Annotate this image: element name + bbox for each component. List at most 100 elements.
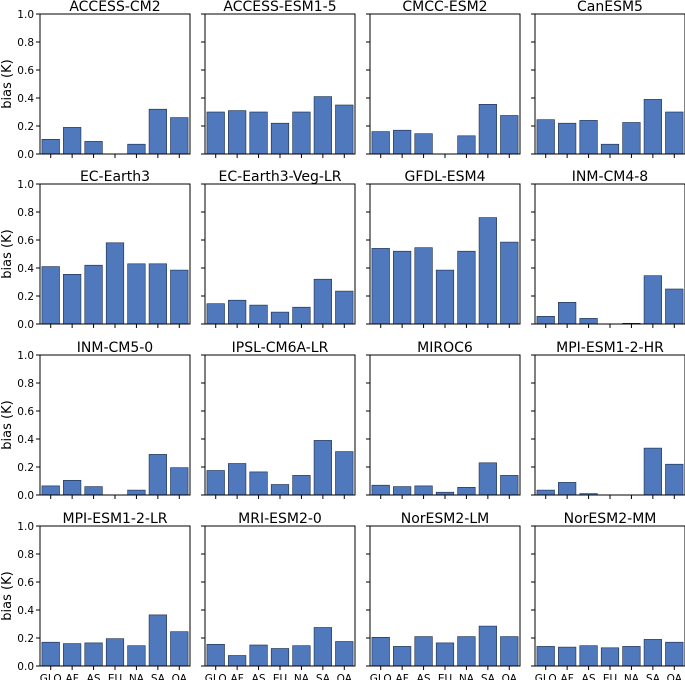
bar-AS	[84, 264, 103, 325]
bar-AS	[249, 471, 268, 496]
bar-OA	[170, 269, 189, 325]
x-tick-label: SA	[481, 673, 496, 680]
bar-GLO	[206, 470, 225, 496]
y-tick-label: 0.4	[17, 605, 34, 617]
bar-SA	[313, 96, 332, 155]
panel-title: INM-CM5-0	[77, 340, 153, 356]
bar-SA	[478, 625, 497, 667]
y-tick-label: 0.6	[17, 406, 34, 418]
bar-EU	[270, 484, 290, 496]
bar-AS	[579, 318, 598, 325]
panel-frame	[534, 525, 685, 667]
bar-NA	[127, 143, 146, 155]
panel-frame	[39, 13, 191, 155]
y-tick-label: 1.0	[17, 179, 34, 191]
x-tick-label: GLO	[535, 673, 557, 680]
panel-frame	[204, 354, 356, 496]
panel-14: MRI-ESM2-0 GLO AF AS EU NA SA OA	[201, 511, 356, 680]
bar-NA	[127, 645, 146, 667]
x-tick-label: AS	[582, 673, 596, 680]
bar-SA	[313, 278, 332, 325]
x-tick-label: AF	[396, 673, 409, 680]
panel-title: CanESM5	[577, 0, 643, 15]
bar-SA	[148, 108, 167, 155]
y-tick-label: 0.8	[17, 549, 34, 561]
bar-GLO	[371, 248, 390, 325]
y-axis-label: bias (K)	[0, 400, 15, 449]
y-tick-label: 1.0	[17, 350, 34, 362]
panel-frame	[204, 525, 356, 667]
bar-NA	[292, 475, 311, 496]
bar-AS	[84, 642, 103, 667]
panel-title: MPI-ESM1-2-LR	[63, 511, 168, 527]
x-tick-label: OA	[337, 673, 353, 680]
bar-NA	[457, 135, 476, 155]
x-tick-label: AS	[252, 673, 266, 680]
y-tick-label: 0.6	[17, 235, 34, 247]
panel-title: INM-CM4-8	[572, 169, 648, 185]
panel-frame	[204, 183, 356, 325]
y-tick-label: 0.2	[17, 633, 34, 645]
bar-AF	[558, 301, 577, 325]
bar-EU	[270, 311, 290, 325]
y-tick-label: 0.4	[17, 434, 34, 446]
bar-AF	[63, 479, 82, 496]
bar-NA	[292, 111, 311, 155]
y-tick-label: 0.0	[17, 149, 34, 161]
y-tick-label: 1.0	[17, 521, 34, 533]
bar-SA	[643, 639, 662, 667]
bar-NA	[622, 122, 641, 155]
y-tick-label: 0.8	[17, 37, 34, 49]
x-tick-label: SA	[646, 673, 661, 680]
bar-AF	[63, 127, 82, 155]
bar-GLO	[206, 111, 225, 155]
bar-SA	[478, 104, 497, 155]
bar-SA	[313, 627, 332, 667]
bar-NA	[127, 263, 146, 325]
bar-GLO	[536, 119, 555, 155]
bar-AS	[249, 111, 268, 155]
bar-EU	[270, 122, 290, 155]
bar-GLO	[536, 315, 555, 325]
bar-EU	[600, 143, 620, 155]
bar-EU	[270, 648, 290, 667]
panel-10: IPSL-CM6A-LR	[201, 340, 356, 499]
panel-1: ACCESS-CM2 0.0 0.2 0.4 0.6 0.8 1.0 bias (K)	[0, 0, 191, 161]
x-tick-label: EU	[438, 673, 452, 680]
bar-EU	[435, 269, 455, 325]
bar-AF	[228, 299, 247, 325]
x-tick-label: GLO	[40, 673, 62, 680]
panel-15: NorESM2-LM GLO AF AS EU NA SA OA	[366, 511, 521, 680]
bar-AF	[393, 129, 412, 155]
panel-title: EC-Earth3	[80, 169, 150, 185]
bar-OA	[665, 288, 684, 325]
bar-AS	[414, 133, 433, 155]
bar-NA	[292, 306, 311, 325]
y-tick-label: 0.2	[17, 291, 34, 303]
bar-NA	[457, 636, 476, 667]
bar-AS	[414, 636, 433, 667]
panel-title: NorESM2-LM	[401, 511, 489, 527]
y-axis-label: bias (K)	[0, 59, 15, 108]
bar-AS	[414, 485, 433, 496]
x-tick-label: AF	[66, 673, 79, 680]
x-tick-label: GLO	[370, 673, 392, 680]
x-tick-label: EU	[108, 673, 122, 680]
panel-12: MPI-ESM1-2-HR	[531, 340, 685, 499]
x-tick-label: AS	[87, 673, 101, 680]
bar-AF	[63, 273, 82, 325]
x-tick-label: OA	[172, 673, 188, 680]
bar-AS	[249, 304, 268, 325]
y-tick-label: 0.4	[17, 263, 34, 275]
y-axis-label: bias (K)	[0, 229, 15, 278]
y-tick-label: 0.0	[17, 661, 34, 673]
panel-frame	[534, 13, 685, 155]
x-tick-label: NA	[459, 673, 475, 680]
bar-SA	[643, 99, 662, 155]
y-tick-label: 0.0	[17, 319, 34, 331]
bar-GLO	[41, 266, 60, 325]
bar-NA	[292, 645, 311, 667]
bar-AS	[84, 141, 103, 155]
x-tick-label: AF	[231, 673, 244, 680]
x-tick-label: NA	[624, 673, 640, 680]
